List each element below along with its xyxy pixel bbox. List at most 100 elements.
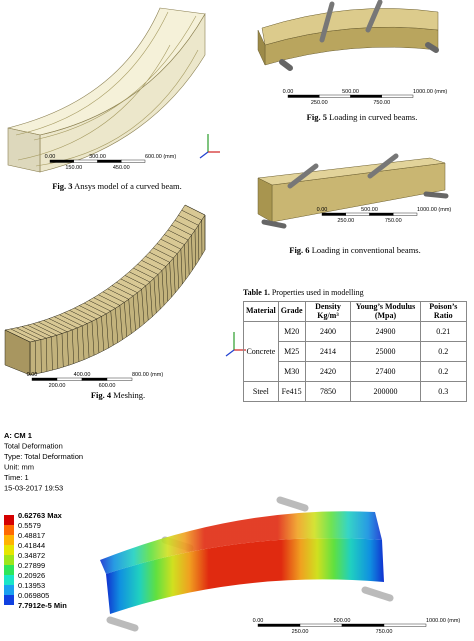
- mesh-line: [153, 247, 176, 293]
- header-row: Material Grade Density Kg/m³ Young’s Modulu…: [243, 301, 468, 322]
- deformed-beam: [100, 496, 394, 632]
- scale-label: 300.00: [89, 154, 106, 160]
- mesh-line: [93, 297, 119, 343]
- table-cell: 24900: [350, 321, 421, 342]
- result-info: Type: Total Deformation: [4, 452, 83, 461]
- mesh-line: [149, 251, 172, 298]
- caption-text: Loading in curved beams.: [329, 112, 417, 122]
- mesh-line: [64, 312, 90, 358]
- mesh-line: [107, 288, 132, 334]
- scale-bar: 0.00 500.00 1000.00 (mm) 250.00 750.00: [253, 618, 461, 635]
- legend-label: 0.41844: [18, 541, 45, 550]
- scale-label: 750.00: [385, 218, 402, 224]
- header-cell: Density Kg/m³: [304, 301, 352, 322]
- table-cell: 2414: [304, 341, 352, 362]
- figure-caption: Fig. 5 Loading in curved beams.: [307, 112, 418, 122]
- scale-segment: [345, 212, 370, 216]
- scale-label: 750.00: [376, 629, 393, 635]
- axis-triad: [199, 134, 246, 357]
- mesh-line: [54, 316, 80, 362]
- scale-segment: [381, 94, 414, 98]
- table-cell: M25: [277, 341, 306, 362]
- table-cell: 0.3: [419, 381, 468, 402]
- mesh-line: [145, 256, 169, 302]
- scale-segment: [106, 377, 133, 381]
- mesh-line: [167, 229, 190, 275]
- table-cell: M30: [277, 361, 306, 382]
- result-info: Total Deformation: [4, 442, 63, 451]
- scale-segment: [81, 377, 108, 381]
- legend-label: 7.7912e-5 Min: [18, 601, 67, 610]
- scale-bar: 0.00 500.00 1000.00 (mm) 250.00 750.00: [317, 207, 452, 224]
- scale-label: 400.00: [74, 372, 91, 378]
- figure-caption: Fig. 6 Loading in conventional beams.: [289, 245, 421, 255]
- mesh-line: [88, 300, 114, 346]
- caption-label: Fig. 6: [289, 245, 309, 255]
- scale-segment: [319, 94, 351, 98]
- mesh-line: [171, 224, 193, 271]
- scale-label: 1000.00 (mm): [426, 618, 460, 624]
- scale-segment: [341, 623, 385, 627]
- scale-label: 500.00: [334, 618, 351, 624]
- scale-label: 750.00: [373, 100, 390, 106]
- header-cell: Grade: [277, 301, 306, 322]
- legend-label: 0.34872: [18, 551, 45, 560]
- mesh-line: [16, 327, 42, 373]
- caption-label: Fig. 3: [52, 181, 72, 191]
- scale-segment: [287, 94, 320, 98]
- figure-caption: Fig. 4 Meshing.: [91, 390, 145, 400]
- scale-label: 600.00: [99, 383, 116, 389]
- meshed-beam: [4, 204, 206, 376]
- table-label: Table 1.: [243, 288, 270, 297]
- scale-segment: [350, 94, 382, 98]
- scale-label: 250.00: [311, 100, 328, 106]
- scale-label: 0.00: [45, 154, 56, 160]
- scale-label: 600.00 (mm): [145, 154, 176, 160]
- table-row: Steel Fe415 7850 200000 0.3: [243, 381, 468, 402]
- mesh-line: [27, 324, 53, 371]
- scale-segment: [49, 159, 74, 163]
- table-cell: 27400: [350, 361, 421, 382]
- scale-segment: [257, 623, 301, 627]
- legend-label: 0.069805: [18, 591, 49, 600]
- scale-label: 250.00: [292, 629, 309, 635]
- scale-segment: [97, 159, 122, 163]
- scale-label: 0.00: [317, 207, 328, 213]
- scale-segment: [383, 623, 427, 627]
- table-row: M30 2420 27400 0.2: [244, 361, 468, 382]
- mesh-line: [174, 220, 196, 266]
- mesh-line: [178, 215, 200, 261]
- legend-label: 0.13953: [18, 581, 45, 590]
- mesh-line: [184, 204, 206, 250]
- mesh-line: [32, 323, 59, 369]
- scale-label: 0.00: [253, 618, 264, 624]
- mesh-line: [156, 243, 180, 289]
- legend-label: 0.20926: [18, 571, 45, 580]
- mesh-line: [124, 275, 149, 321]
- mesh-line: [137, 264, 161, 310]
- mesh-line: [43, 320, 69, 366]
- header-cell: Young’s Modulus (Mpa): [350, 301, 421, 322]
- legend-label: 0.48817: [18, 531, 45, 540]
- mesh-line: [116, 282, 141, 328]
- mesh-line: [133, 267, 157, 314]
- curved-beam-model: [7, 7, 206, 173]
- scale-segment: [73, 159, 98, 163]
- scale-label: 0.00: [27, 372, 38, 378]
- scale-segment: [56, 377, 83, 381]
- scale-segment: [321, 212, 346, 216]
- table-row: Concrete M20 2400 24900 0.21: [243, 321, 468, 382]
- table-cell: 0.21: [419, 321, 468, 342]
- scale-label: 500.00: [361, 207, 378, 213]
- table-cell: 0.2: [419, 361, 468, 382]
- mesh-line: [181, 209, 203, 256]
- table-cell: 200000: [350, 381, 421, 402]
- material-cell: Concrete: [243, 321, 279, 382]
- legend-colors: [4, 515, 14, 605]
- caption-text: Loading in conventional beams.: [312, 245, 421, 255]
- mesh-line: [102, 291, 128, 337]
- legend-label: 0.62763 Max: [18, 511, 63, 520]
- scale-segment: [299, 623, 343, 627]
- table-cell: 2400: [304, 321, 352, 342]
- scale-segment: [393, 212, 418, 216]
